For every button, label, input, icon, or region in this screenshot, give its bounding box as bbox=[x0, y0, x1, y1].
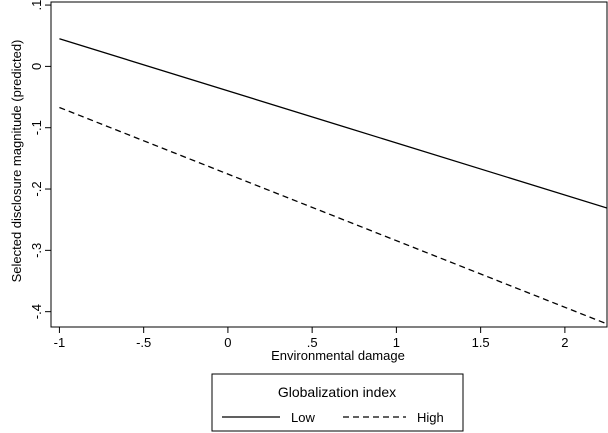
x-tick-label: -1 bbox=[54, 335, 66, 350]
y-tick-label: -.1 bbox=[29, 120, 44, 135]
x-axis-ticks: -1 -.5 0 .5 1 1.5 2 bbox=[54, 327, 568, 350]
series-line-high bbox=[59, 106, 607, 325]
legend-label-high: High bbox=[417, 410, 444, 425]
x-tick-label: .5 bbox=[307, 335, 318, 350]
y-tick-label: -.4 bbox=[29, 304, 44, 319]
x-tick-label: -.5 bbox=[136, 335, 151, 350]
plot-area bbox=[50, 1, 608, 328]
x-axis-title: Environmental damage bbox=[271, 348, 405, 363]
y-axis-ticks: .1 0 -.1 -.2 -.3 -.4 bbox=[29, 0, 51, 319]
legend-box bbox=[211, 373, 464, 432]
legend-label-low: Low bbox=[291, 410, 315, 425]
legend-items: Low High bbox=[222, 410, 444, 425]
y-axis-title: Selected disclosure magnitude (predicted… bbox=[9, 40, 24, 283]
series-line-low bbox=[59, 38, 607, 209]
x-tick-label: 1 bbox=[393, 335, 400, 350]
y-tick-label: -.3 bbox=[29, 243, 44, 258]
x-tick-label: 0 bbox=[224, 335, 231, 350]
y-tick-label: 0 bbox=[29, 63, 44, 70]
y-tick-label: -.2 bbox=[29, 181, 44, 196]
series-layer bbox=[59, 38, 607, 325]
legend-title: Globalization index bbox=[278, 384, 396, 400]
x-tick-label: 2 bbox=[561, 335, 568, 350]
plot-frame bbox=[50, 1, 608, 328]
y-tick-label: .1 bbox=[29, 0, 44, 10]
legend: Globalization index Low High bbox=[211, 373, 464, 432]
x-tick-label: 1.5 bbox=[472, 335, 490, 350]
